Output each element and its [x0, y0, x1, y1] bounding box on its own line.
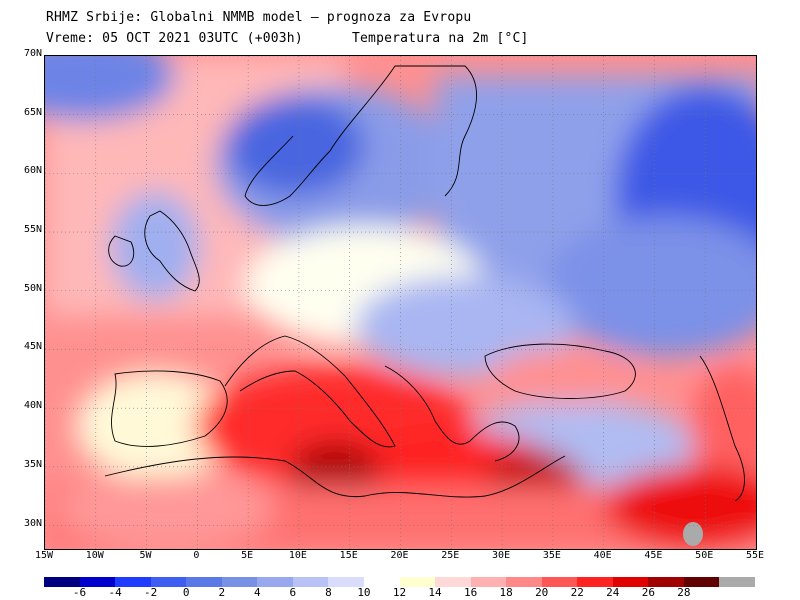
ireland-coast [108, 235, 135, 267]
colorbar-segment [399, 577, 436, 587]
longitude-label: 5W [139, 550, 152, 561]
colorbar-segment [328, 577, 365, 587]
colorbar-label: 22 [570, 586, 584, 599]
map-canvas [45, 56, 756, 549]
colorbar-segment [257, 577, 294, 587]
latitude-label: 35N [23, 458, 42, 470]
graticule [45, 56, 756, 549]
longitude-label: 40E [593, 550, 612, 561]
latitude-label: 70N [23, 48, 42, 59]
balkans-coast [384, 365, 520, 462]
colorbar-segment [186, 577, 223, 587]
colorbar-segment [612, 577, 649, 587]
longitude-label: 0 [193, 550, 200, 561]
temperature-field [45, 56, 756, 549]
colorbar-segment [648, 577, 685, 587]
latitude-label: 55N [23, 224, 42, 236]
longitude-label: 45E [644, 550, 663, 561]
north-africa-coast [104, 455, 566, 498]
colorbar-segment [719, 577, 756, 587]
latitude-label: 40N [23, 400, 42, 412]
field-name: Temperatura na 2m [°C] [352, 31, 529, 46]
colorbar-segment [150, 577, 187, 587]
longitude-label: 20E [390, 550, 409, 561]
coastlines [104, 65, 745, 502]
latitude-label: 50N [23, 282, 42, 294]
colorbar-segment [541, 577, 578, 587]
colorbar-label: 28 [677, 586, 691, 599]
scandinavia-coast [244, 65, 477, 206]
colorbar-label: 10 [357, 586, 371, 599]
latitude-label: 30N [23, 517, 42, 529]
longitude-label: 5E [241, 550, 254, 561]
colorbar-label: -6 [72, 586, 87, 599]
colorbar-label: -2 [144, 586, 158, 599]
valid-time: Vreme: 05 OCT 2021 03UTC (+003h) [46, 31, 303, 46]
longitude-label: 10E [288, 550, 307, 561]
colorbar-label: 6 [289, 586, 297, 599]
latitude-label: 45N [23, 341, 42, 353]
chart-title: RHMZ Srbije: Globalni NMMB model — progn… [46, 10, 472, 25]
colorbar-segment [363, 577, 400, 587]
colorbar-label: 26 [641, 586, 655, 599]
colorbar-label: 0 [182, 586, 190, 599]
colorbar-label: 24 [606, 586, 620, 599]
colorbar-label: -4 [108, 586, 122, 599]
colorbar-segment [115, 577, 152, 587]
longitude-label: 35E [542, 550, 561, 561]
colorbar-segment [470, 577, 507, 587]
colorbar-segment [221, 577, 258, 587]
colorbar-label: 4 [253, 586, 261, 599]
colorbar-label: 20 [535, 586, 549, 599]
colorbar [44, 577, 756, 587]
italy-coast [224, 335, 396, 448]
longitude-label: 25E [441, 550, 460, 561]
colorbar-label: 2 [218, 586, 226, 599]
longitude-label: 55E [745, 550, 765, 561]
colorbar-segment [435, 577, 472, 587]
black-sea-coast [484, 343, 636, 399]
longitude-label: 30E [492, 550, 511, 561]
colorbar-label: 14 [428, 586, 442, 599]
longitude-label: 10W [85, 550, 104, 561]
colorbar-segment [292, 577, 329, 587]
colorbar-label: 16 [463, 586, 478, 599]
colorbar-segment [683, 577, 720, 587]
latitude-label: 65N [23, 106, 42, 118]
colorbar-label: 8 [325, 586, 332, 599]
temperature-map [44, 55, 757, 550]
colorbar-label: 18 [499, 586, 513, 599]
longitude-label: 15E [339, 550, 358, 561]
longitude-label: 15W [34, 550, 54, 561]
iberia-coast [111, 370, 228, 447]
great-britain-coast [144, 210, 200, 292]
colorbar-segment [79, 577, 116, 587]
terrain-patch [683, 522, 703, 546]
latitude-label: 60N [23, 165, 42, 177]
caspian-coast [699, 355, 745, 502]
colorbar-label: 12 [392, 586, 407, 599]
colorbar-segment [44, 577, 81, 587]
longitude-label: 50E [695, 550, 714, 561]
colorbar-segment [577, 577, 614, 587]
colorbar-segment [506, 577, 543, 587]
